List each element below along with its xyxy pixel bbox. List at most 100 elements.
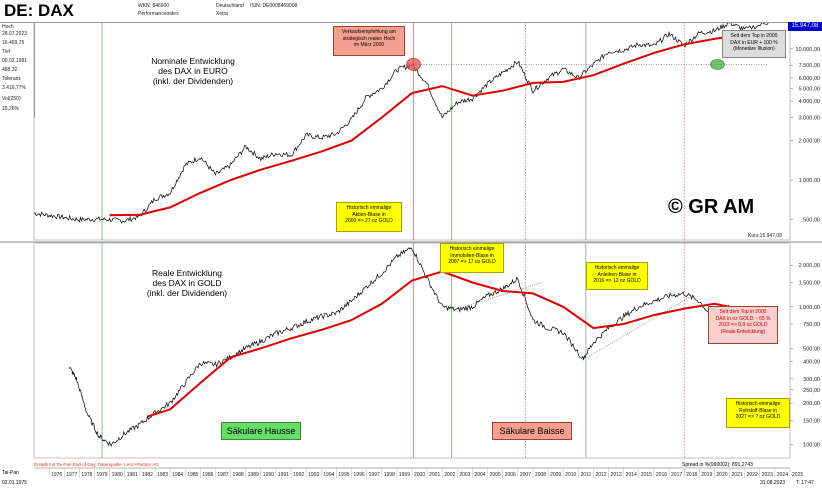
header-bar: DE: DAX WKN: 846900 Performanceindex Deu…: [0, 0, 822, 23]
xtick-label-31: 2007: [520, 472, 531, 478]
tolerance-value: 3.416,77%: [2, 85, 26, 91]
end-date: 31.08.2023: [760, 480, 786, 486]
high-date: 28.07.2023: [2, 31, 28, 37]
top-panel-title: Nominale Entwicklung des DAX in EURO (in…: [151, 56, 235, 86]
secular-bull-label: Säkulare Hausse: [221, 422, 301, 440]
xtick-label-2: 1978: [81, 472, 92, 478]
xtick-label-46: 2022: [747, 472, 758, 478]
xtick-label-10: 1986: [202, 472, 213, 478]
exchange-label: Xetra: [216, 11, 228, 17]
moving-average-0: [109, 31, 769, 217]
brand-label: Tai-Pan: [2, 470, 19, 476]
moving-average-1: [147, 270, 769, 418]
stock-bubble-box: Historisch einmalige Aktien-Blase in 200…: [336, 202, 402, 232]
xtick-label-9: 1985: [187, 472, 198, 478]
ytick-label-0-0: 500,00: [803, 218, 820, 224]
time-label: T: 17:47: [796, 480, 814, 486]
high-label: Hoch: [2, 24, 14, 30]
xtick-label-14: 1990: [263, 472, 274, 478]
ytick-label-1-8: 1.000,00: [799, 305, 820, 311]
xtick-label-49: 2025: [792, 472, 803, 478]
xtick-label-13: 1989: [248, 472, 259, 478]
xtick-label-40: 2016: [656, 472, 667, 478]
index-title: DE: DAX: [4, 1, 74, 20]
bond-bubble-box: Historisch einmalige Anleihen-Blase in 2…: [586, 262, 648, 290]
xtick-label-21: 1997: [369, 472, 380, 478]
ytick-label-0-3: 3.000,00: [799, 115, 820, 121]
xtick-label-30: 2006: [505, 472, 516, 478]
xtick-label-35: 2011: [580, 472, 591, 478]
ytick-label-0-2: 2.000,00: [799, 139, 820, 145]
xtick-label-27: 2003: [459, 472, 470, 478]
bottom-panel-title: Reale Entwicklung des DAX in GOLD (inkl.…: [146, 268, 228, 298]
xtick-label-47: 2023: [762, 472, 773, 478]
xtick-label-11: 1987: [217, 472, 228, 478]
spread-label: Spread in %(990002): 891,2743: [682, 462, 753, 468]
xtick-label-15: 1991: [278, 472, 289, 478]
tolerance-label: Toleranz: [2, 76, 21, 82]
xtick-label-12: 1988: [233, 472, 244, 478]
xtick-label-4: 1980: [112, 472, 123, 478]
xtick-label-32: 2008: [535, 472, 546, 478]
left-info-panel: Hoch 28.07.2023 16.469,75 Tief 09.02.198…: [0, 22, 35, 118]
copyright-label: © GR AM: [668, 196, 755, 218]
xtick-label-0: 1976: [51, 472, 62, 478]
commodity-bubble-box: Historisch einmalige Rohstoff-Blase in 2…: [726, 398, 790, 428]
ytick-label-1-4: 300,00: [803, 377, 820, 383]
ytick-label-0-7: 7.500,00: [799, 63, 820, 69]
xtick-label-38: 2014: [626, 472, 637, 478]
xtick-label-8: 1984: [172, 472, 183, 478]
ytick-label-0-1: 1.000,00: [799, 178, 820, 184]
real-estate-bubble-box: Historisch einmalige Immobilien-Blase in…: [440, 243, 504, 273]
xtick-label-36: 2012: [595, 472, 606, 478]
current-price-badge: 15.947,08: [788, 22, 822, 31]
source-note: Erstellt mit Tai-Pan End-of-Day, Datenqu…: [34, 462, 159, 467]
xtick-label-39: 2015: [641, 472, 652, 478]
xtick-label-20: 1996: [354, 472, 365, 478]
trendline-2011: [587, 295, 692, 358]
price-series-0: [33, 20, 770, 224]
xtick-label-33: 2009: [550, 472, 561, 478]
sell-recommendation-box: Verkaufsempfehlung am strategisch realen…: [333, 26, 405, 56]
volatility-label: Vol(250): [2, 96, 21, 102]
index-type-label: Performanceindex: [138, 11, 179, 17]
xtick-label-6: 1982: [142, 472, 153, 478]
xtick-label-44: 2020: [716, 472, 727, 478]
ytick-label-1-0: 100,00: [803, 443, 820, 449]
wkn-label: WKN: 846900: [138, 3, 170, 9]
xtick-label-26: 2002: [444, 472, 455, 478]
price-series-1: [68, 247, 770, 447]
xtick-label-7: 1983: [157, 472, 168, 478]
xtick-label-34: 2010: [565, 472, 576, 478]
start-date: 02.01.1975: [2, 480, 28, 486]
xtick-label-41: 2017: [671, 472, 682, 478]
ytick-label-1-10: 2.000,00: [799, 263, 820, 269]
panel-frame-1: [33, 242, 791, 459]
top-2000-marker: [406, 58, 421, 71]
ytick-label-1-2: 200,00: [803, 401, 820, 407]
footer-bar: Erstellt mit Tai-Pan End-of-Day, Datenqu…: [0, 462, 822, 488]
xtick-label-19: 1995: [338, 472, 349, 478]
xtick-label-17: 1993: [308, 472, 319, 478]
ytick-label-1-9: 1.500,00: [799, 280, 820, 286]
ytick-label-0-6: 6.000,00: [799, 76, 820, 82]
xtick-label-24: 2000: [414, 472, 425, 478]
monetary-illusion-box: Seit dem Top in 2000 DAX in EUR + 100 % …: [722, 30, 786, 58]
ytick-label-0-4: 4.000,00: [799, 99, 820, 105]
volatility-value: 15,26%: [2, 106, 19, 112]
country-label: Deutschland: [216, 3, 244, 9]
xtick-label-37: 2013: [611, 472, 622, 478]
xtick-label-25: 2001: [429, 472, 440, 478]
xtick-label-5: 1981: [127, 472, 138, 478]
ytick-label-0-8: 10.000,00: [796, 47, 820, 53]
trendline-2002: [454, 282, 543, 311]
kurs-label: Kurs:15.947,08: [748, 233, 782, 239]
ytick-label-1-7: 750,00: [803, 322, 820, 328]
real-development-box: Seit dem Top in 2000 DAX in oz GOLD: - 6…: [708, 306, 778, 344]
xtick-label-48: 2024: [777, 472, 788, 478]
low-date: 09.02.1981: [2, 58, 28, 64]
ytick-label-1-5: 400,00: [803, 360, 820, 366]
ytick-label-0-5: 5.000,00: [799, 86, 820, 92]
xtick-label-3: 1979: [96, 472, 107, 478]
